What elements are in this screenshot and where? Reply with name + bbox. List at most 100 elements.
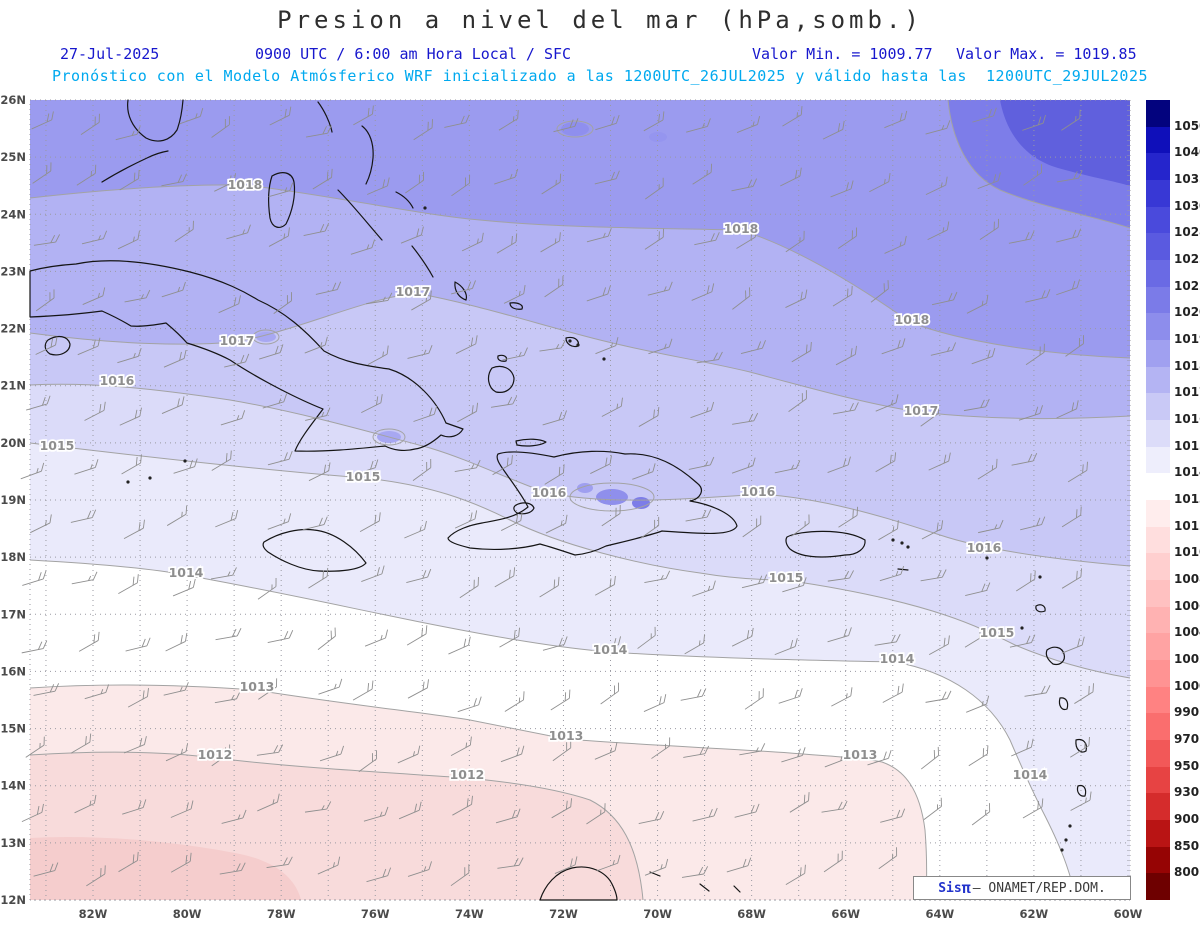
forecast-line: Pronóstico con el Modelo Atmósferico WRF… (51, 67, 1149, 85)
colorbar-label: 1004 (1174, 625, 1200, 640)
colorbar-segment (1146, 686, 1170, 714)
colorbar-label: 1006 (1174, 598, 1200, 613)
lat-label: 24N (0, 207, 26, 221)
colorbar-segment (1146, 633, 1170, 661)
lon-label: 78W (267, 907, 296, 921)
colorbar-label: 1018 (1174, 358, 1200, 373)
colorbar-label: 1035 (1174, 172, 1200, 186)
colorbar (1146, 100, 1170, 901)
colorbar-label: 1010 (1174, 545, 1200, 560)
lon-label: 66W (831, 907, 860, 921)
colorbar-segment (1146, 446, 1170, 474)
colorbar-label: 1013 (1174, 492, 1200, 506)
colorbar-segment (1146, 553, 1170, 581)
colorbar-label: 1028 (1174, 225, 1200, 240)
colorbar-label: 1012 (1174, 518, 1200, 533)
contour-label: 1018 (895, 312, 930, 327)
colorbar-segment (1146, 526, 1170, 554)
contour-label: 1017 (396, 284, 431, 299)
lat-label: 20N (0, 436, 26, 450)
contour-label: 1015 (40, 438, 75, 453)
contour-label: 1014 (593, 642, 628, 657)
contour-label: 1016 (532, 485, 567, 500)
colorbar-label: 1050 (1174, 118, 1200, 133)
lon-label: 60W (1114, 907, 1143, 921)
colorbar-segment (1146, 820, 1170, 847)
colorbar-segment (1146, 420, 1170, 447)
coastlines (29, 99, 1088, 901)
header-max-value: Valor Max. = 1019.85 (956, 45, 1137, 63)
lat-label: 14N (0, 779, 26, 793)
contour-label: 1016 (741, 484, 776, 499)
header-time-info: 0900 UTC / 6:00 am Hora Local / SFC (255, 45, 572, 63)
colorbar-label: 1030 (1174, 198, 1200, 213)
lon-label: 64W (925, 907, 954, 921)
colorbar-label: 950 (1174, 758, 1200, 773)
grid-lines (29, 99, 1131, 901)
colorbar-label: 1000 (1174, 678, 1200, 693)
contour-label: 1015 (346, 469, 381, 484)
contour-label: 1018 (228, 177, 263, 192)
lon-label: 74W (455, 907, 484, 921)
colorbar-label: 1040 (1174, 145, 1200, 160)
lat-label: 23N (0, 264, 26, 278)
colorbar-label: 930 (1174, 785, 1200, 800)
lon-label: 72W (549, 907, 578, 921)
colorbar-label: 1016 (1174, 412, 1200, 426)
contour-label: 1015 (769, 570, 804, 585)
lon-label: 70W (643, 907, 672, 921)
lat-label: 15N (0, 722, 26, 736)
attribution-text: – ONAMET/REP.DOM. (972, 880, 1106, 896)
colorbar-segment (1146, 606, 1170, 634)
lon-label: 76W (361, 907, 390, 921)
colorbar-label: 1019 (1174, 332, 1200, 346)
wind-barbs (20, 105, 1094, 887)
pressure-field (30, 100, 1130, 900)
contour-label: 1017 (904, 403, 939, 418)
contour-label: 1018 (724, 221, 759, 236)
colorbar-segment (1146, 180, 1170, 207)
attribution-box: Sis π – ONAMET/REP.DOM. (913, 876, 1131, 900)
lat-label: 21N (0, 379, 26, 393)
contour-label: 1014 (1013, 767, 1048, 782)
pi-icon: π (961, 879, 971, 897)
colorbar-segment (1146, 153, 1170, 181)
lat-label: 16N (0, 664, 26, 678)
lon-label: 82W (79, 907, 108, 921)
colorbar-segment (1146, 713, 1170, 741)
colorbar-segment (1146, 580, 1170, 607)
colorbar-segment (1146, 740, 1170, 767)
attribution-sis: Sis (938, 880, 962, 896)
contour-label: 1013 (549, 728, 584, 743)
lat-label: 18N (0, 550, 26, 564)
lat-label: 26N (0, 93, 26, 107)
contour-labels: 1018 1018 1017 1018 1017 1016 1017 1015 1015 1016… (38, 175, 1050, 784)
colorbar-segment (1146, 126, 1170, 154)
lat-label: 12N (0, 893, 26, 907)
colorbar-segment (1146, 393, 1170, 421)
colorbar-segment (1146, 260, 1170, 287)
contour-label: 1014 (169, 565, 204, 580)
colorbar-label: 850 (1174, 838, 1200, 853)
lat-label: 19N (0, 493, 26, 507)
lat-label: 17N (0, 607, 26, 621)
colorbar-label: 1014 (1174, 465, 1200, 480)
contour-label: 1012 (450, 767, 485, 782)
contour-label: 1016 (967, 540, 1002, 555)
colorbar-label: 970 (1174, 732, 1200, 746)
colorbar-segment (1146, 206, 1170, 234)
colorbar-segment (1146, 473, 1170, 501)
colorbar-label: 1025 (1174, 252, 1200, 266)
lat-label: 25N (0, 150, 26, 164)
contour-label: 1014 (880, 651, 915, 666)
contour-label: 1013 (240, 679, 275, 694)
contour-label: 1017 (220, 333, 255, 348)
page-title: Presion a nivel del mar (hPa,somb.) (277, 6, 923, 34)
header-min-value: Valor Min. = 1009.77 (752, 45, 933, 63)
colorbar-label: 900 (1174, 812, 1200, 826)
colorbar-segment (1146, 340, 1170, 367)
colorbar-label: 1002 (1174, 652, 1200, 666)
colorbar-label: 1020 (1174, 305, 1200, 320)
colorbar-segment (1146, 846, 1170, 874)
